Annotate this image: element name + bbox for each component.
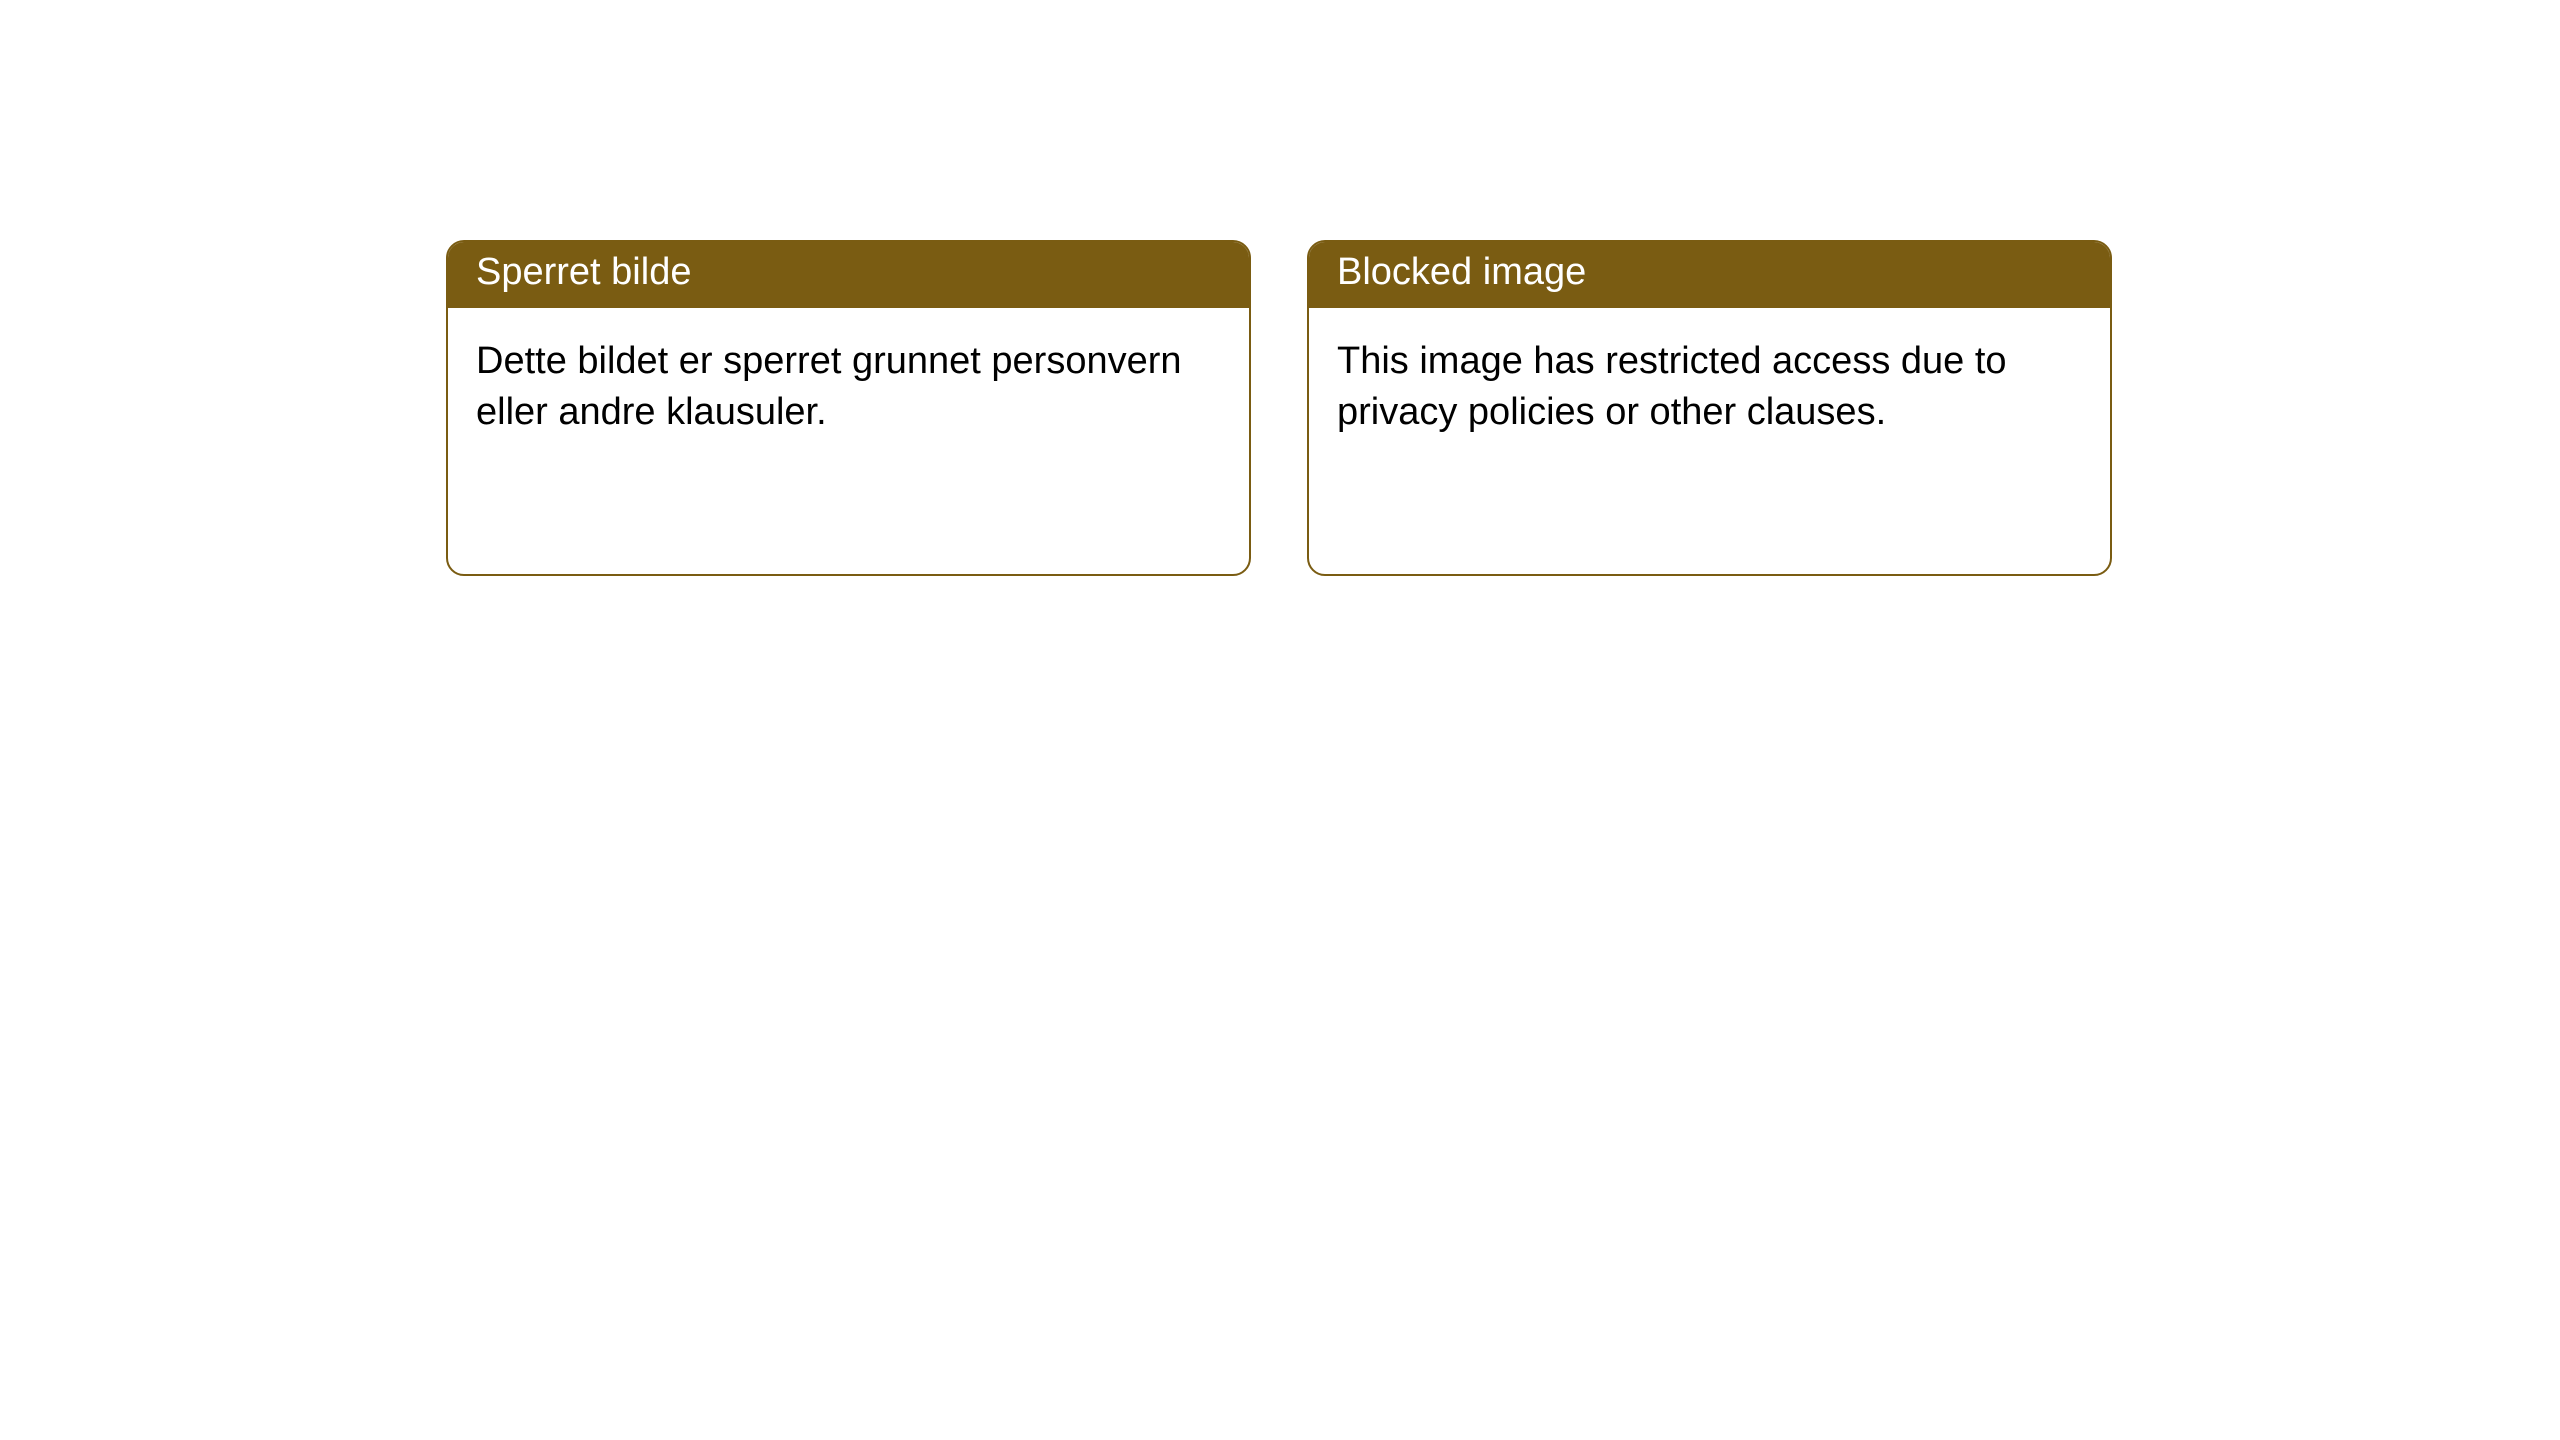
panel-body-en: This image has restricted access due to … bbox=[1309, 308, 2110, 467]
panel-message-no: Dette bildet er sperret grunnet personve… bbox=[476, 340, 1182, 433]
blocked-image-panel-en: Blocked image This image has restricted … bbox=[1307, 240, 2112, 576]
panel-body-no: Dette bildet er sperret grunnet personve… bbox=[448, 308, 1249, 467]
panel-header-en: Blocked image bbox=[1309, 242, 2110, 308]
panel-title-en: Blocked image bbox=[1337, 251, 1586, 293]
panel-title-no: Sperret bilde bbox=[476, 251, 691, 293]
blocked-image-panel-no: Sperret bilde Dette bildet er sperret gr… bbox=[446, 240, 1251, 576]
panel-header-no: Sperret bilde bbox=[448, 242, 1249, 308]
panel-message-en: This image has restricted access due to … bbox=[1337, 340, 2007, 433]
notice-container: Sperret bilde Dette bildet er sperret gr… bbox=[446, 240, 2112, 576]
